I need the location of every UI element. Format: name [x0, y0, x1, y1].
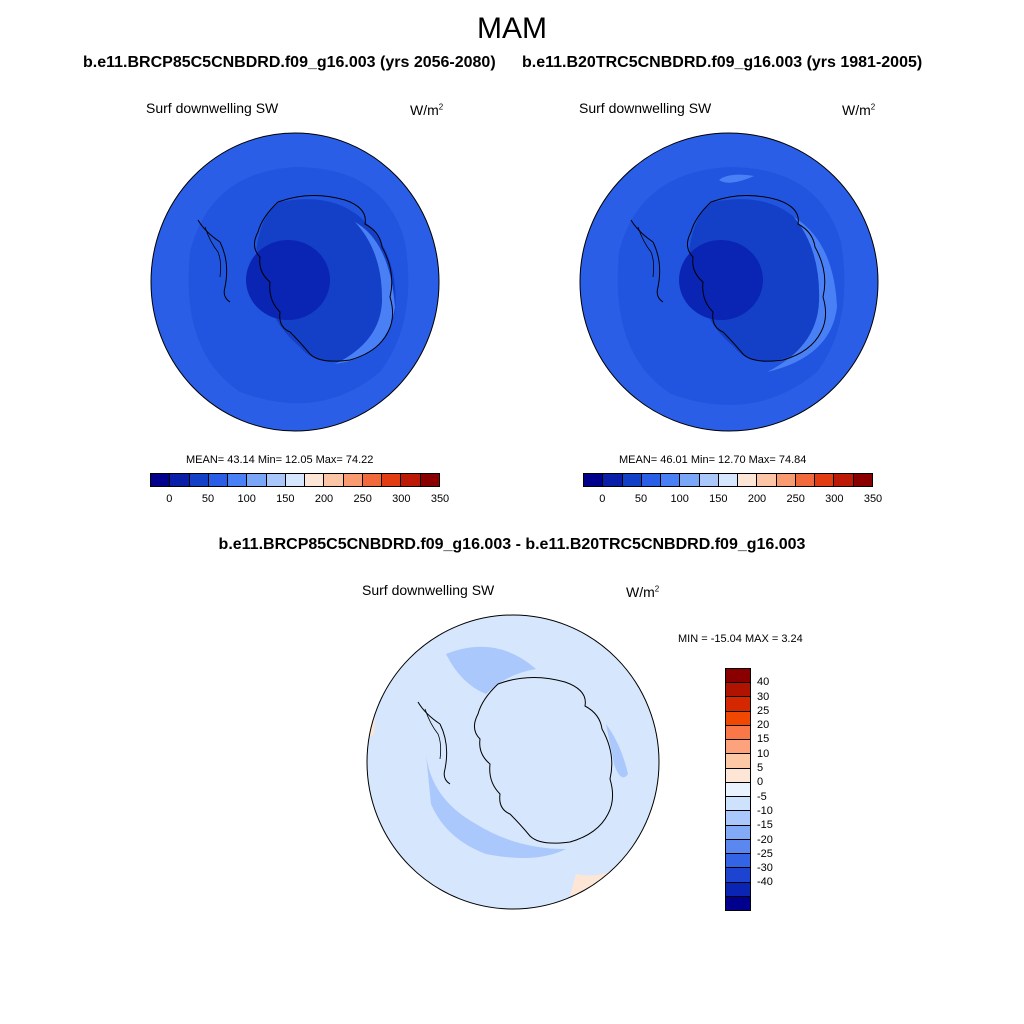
colorbar-swatch [285, 474, 306, 486]
colorbar-swatch [726, 797, 750, 812]
colorbar-tick-label: -25 [757, 847, 773, 860]
colorbar-swatch [726, 782, 750, 798]
colorbar-swatch [247, 474, 267, 486]
diff-units: W/m2 [626, 584, 660, 600]
colorbar-swatch [584, 474, 604, 486]
colorbar-swatch [726, 854, 750, 869]
panel-1-colorbar: 0 50 100 150 200 250 300 350 [150, 473, 449, 513]
colorbar-swatch [189, 474, 209, 486]
colorbar-swatch [815, 474, 835, 486]
colorbar-swatch [343, 474, 363, 486]
colorbar-swatch [726, 811, 750, 826]
colorbar-tick-label: 350 [430, 493, 450, 505]
panel-1-units: W/m2 [410, 102, 444, 118]
colorbar-swatch [726, 896, 750, 910]
colorbar-tick-label: 10 [757, 747, 770, 760]
colorbar-tick-label: 100 [670, 493, 689, 505]
colorbar-tick-label: 30 [757, 690, 770, 703]
colorbar-swatch [603, 474, 623, 486]
colorbar-swatch [726, 839, 750, 855]
colorbar-tick-label: 50 [201, 493, 215, 505]
colorbar-swatch [324, 474, 344, 486]
colorbar-swatch [726, 882, 750, 897]
colorbar-tick-label: 250 [353, 493, 372, 505]
diff-stats: MIN = -15.04 MAX = 3.24 [678, 633, 803, 645]
colorbar-tick-label: 0 [599, 493, 606, 505]
figure-title: MAM [477, 12, 547, 45]
colorbar-swatch [726, 868, 750, 883]
colorbar-swatch [401, 474, 421, 486]
colorbar-tick-label: 40 [757, 676, 770, 689]
colorbar-tick-label: -15 [757, 819, 773, 832]
colorbar-tick-label: 25 [757, 704, 770, 717]
colorbar-tick-label: 100 [237, 493, 256, 505]
colorbar-tick-label: 50 [634, 493, 648, 505]
colorbar-swatch [151, 474, 171, 486]
colorbar-tick-label: 300 [825, 493, 844, 505]
colorbar-swatch [208, 474, 229, 486]
panel-1-variable: Surf downwelling SW [146, 100, 279, 116]
panel-2-variable: Surf downwelling SW [579, 100, 712, 116]
colorbar-swatch [757, 474, 777, 486]
colorbar-tick-label: 300 [392, 493, 411, 505]
colorbar-swatch [305, 474, 325, 486]
map-panel-1 [150, 132, 440, 432]
colorbar-tick-label: -20 [757, 833, 773, 846]
colorbar-swatch [362, 474, 383, 486]
colorbar-swatch [699, 474, 719, 486]
colorbar-tick-label: 150 [276, 493, 295, 505]
panel-2-colorbar: 0 50 100 150 200 250 300 350 [583, 473, 882, 513]
colorbar-swatch [726, 683, 750, 698]
colorbar-swatch [738, 474, 758, 486]
colorbar-swatch [726, 711, 750, 726]
colorbar-tick-label: 20 [757, 719, 770, 732]
colorbar-swatch [776, 474, 796, 486]
colorbar-swatch [266, 474, 286, 486]
colorbar-swatch [420, 474, 439, 486]
colorbar-tick-label: 0 [166, 493, 173, 505]
colorbar-swatch [726, 697, 750, 712]
colorbar-tick-label: -30 [757, 862, 773, 875]
colorbar-swatch [726, 768, 750, 783]
colorbar-swatch [726, 725, 750, 741]
colorbar-tick-label: 200 [747, 493, 767, 505]
panel-1-subtitle: b.e11.BRCP85C5CNBDRD.f09_g16.003 (yrs 20… [83, 54, 496, 71]
map-diff [366, 614, 660, 910]
colorbar-swatch [726, 740, 750, 755]
colorbar-tick-label: 150 [709, 493, 728, 505]
colorbar-tick-label: 0 [757, 776, 764, 789]
colorbar-tick-label: 15 [757, 733, 770, 746]
panel-2-subtitle: b.e11.B20TRC5CNBDRD.f09_g16.003 (yrs 198… [522, 54, 923, 71]
panel-2-units: W/m2 [842, 102, 876, 118]
colorbar-tick-label: -5 [757, 790, 767, 803]
colorbar-swatch [853, 474, 872, 486]
colorbar-swatch [726, 825, 750, 840]
colorbar-swatch [726, 669, 750, 684]
colorbar-swatch [622, 474, 642, 486]
colorbar-swatch [382, 474, 402, 486]
diff-subtitle: b.e11.BRCP85C5CNBDRD.f09_g16.003 - b.e11… [218, 536, 806, 553]
colorbar-swatch [661, 474, 681, 486]
colorbar-swatch [726, 754, 750, 769]
colorbar-swatch [795, 474, 816, 486]
colorbar-tick-label: 250 [786, 493, 805, 505]
panel-2-stats: MEAN= 46.01 Min= 12.70 Max= 74.84 [619, 454, 807, 466]
colorbar-tick-label: -40 [757, 876, 773, 889]
colorbar-tick-label: 5 [757, 762, 764, 775]
colorbar-swatch [641, 474, 662, 486]
map-panel-2 [579, 132, 879, 432]
colorbar-swatch [170, 474, 190, 486]
colorbar-swatch [834, 474, 854, 486]
panel-1-stats: MEAN= 43.14 Min= 12.05 Max= 74.22 [186, 454, 374, 466]
colorbar-tick-label: -10 [757, 804, 773, 817]
diff-colorbar: 40 30 25 20 15 10 5 0 -5 -10 -15 -20 -25 -30 -40 [725, 668, 805, 911]
diff-variable: Surf downwelling SW [362, 582, 495, 598]
colorbar-swatch [718, 474, 739, 486]
colorbar-tick-label: 350 [863, 493, 883, 505]
colorbar-swatch [228, 474, 248, 486]
colorbar-swatch [680, 474, 700, 486]
colorbar-tick-label: 200 [314, 493, 334, 505]
